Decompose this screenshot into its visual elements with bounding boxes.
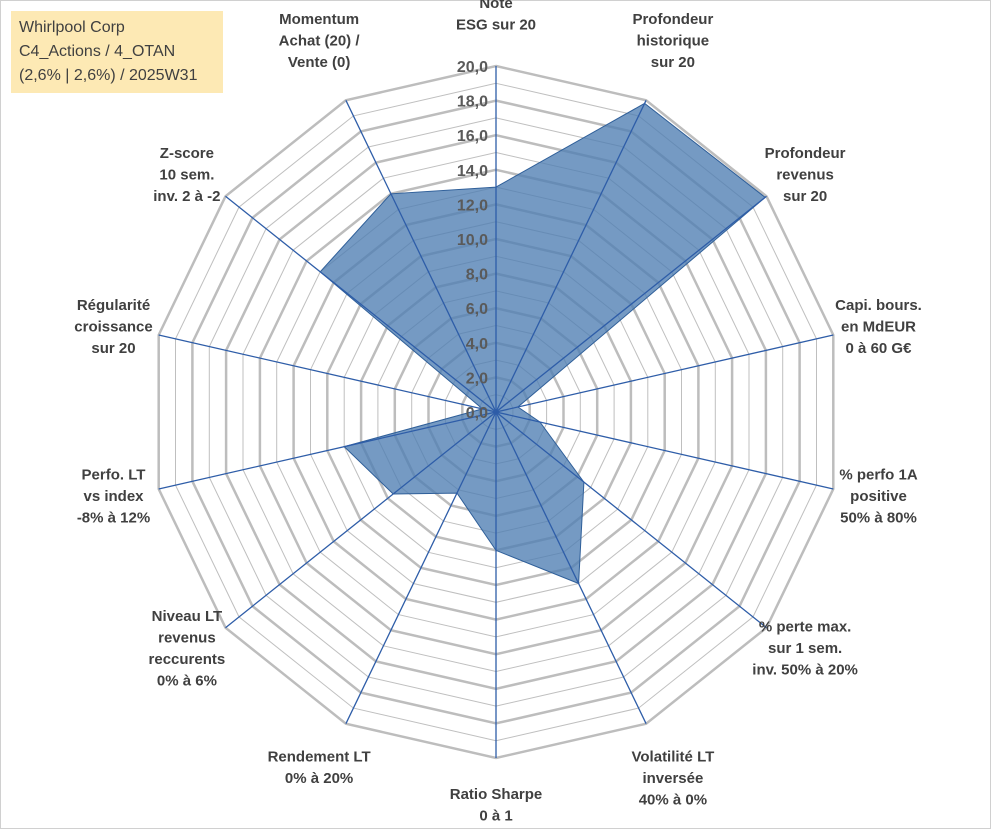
category-label-line: Capi. bours. bbox=[835, 297, 922, 314]
category-label-line: Achat (20) / bbox=[279, 33, 361, 50]
category-label: Note ESG sur 20 bbox=[456, 0, 536, 34]
data-area bbox=[319, 102, 766, 585]
category-label: Capi. bours. en MdEUR 0 à 60 G€ bbox=[835, 297, 922, 357]
category-label: Ratio Sharpe 0 à 1 bbox=[450, 786, 543, 825]
category-label-line: inv. 50% à 20% bbox=[752, 662, 858, 679]
category-label-line: croissance bbox=[74, 319, 152, 336]
category-label-line: revenus bbox=[158, 629, 216, 646]
category-label-line: Volatilité LT bbox=[632, 748, 715, 765]
company-name: Whirlpool Corp bbox=[19, 19, 125, 36]
radar-spokes bbox=[158, 66, 834, 758]
category-label-line: Profondeur bbox=[632, 11, 713, 28]
category-label: Momentum Achat (20) / Vente (0) bbox=[279, 11, 361, 71]
category-label: Niveau LT revenus reccurents 0% à 6% bbox=[149, 608, 226, 690]
category-label-line: 0% à 20% bbox=[285, 770, 353, 787]
radial-tick-label: 20,0 bbox=[457, 59, 488, 76]
data-area-layer bbox=[319, 102, 766, 585]
spoke-line bbox=[495, 334, 834, 413]
category-label-line: ESG sur 20 bbox=[456, 17, 536, 34]
category-label-line: % perte max. bbox=[759, 619, 852, 636]
category-label-line: -8% à 12% bbox=[77, 509, 150, 526]
category-label-line: 0 à 1 bbox=[479, 808, 512, 825]
radial-tick-label: 18,0 bbox=[457, 94, 488, 111]
category-label: Rendement LT 0% à 20% bbox=[268, 748, 371, 787]
category-label-line: 0% à 6% bbox=[157, 672, 217, 689]
portfolio-label: C4_Actions / 4_OTAN bbox=[19, 43, 176, 60]
category-label-line: Niveau LT bbox=[152, 608, 223, 625]
radial-tick-label: 16,0 bbox=[457, 128, 488, 145]
spoke-line bbox=[158, 411, 497, 490]
category-label-line: sur 1 sem. bbox=[768, 640, 842, 657]
category-label: Profondeur historique sur 20 bbox=[632, 11, 713, 71]
category-label-line: Rendement LT bbox=[268, 748, 371, 765]
spoke-line bbox=[345, 100, 497, 413]
category-label-line: sur 20 bbox=[783, 188, 827, 205]
radial-tick-label: 2,0 bbox=[466, 370, 488, 387]
category-label: % perte max. sur 1 sem. inv. 50% à 20% bbox=[752, 619, 858, 679]
info-box: Whirlpool Corp C4_Actions / 4_OTAN (2,6%… bbox=[11, 11, 223, 93]
category-label-line: 50% à 80% bbox=[840, 509, 917, 526]
category-label-line: sur 20 bbox=[91, 340, 135, 357]
radial-tick-label: 14,0 bbox=[457, 163, 488, 180]
radial-tick-label: 12,0 bbox=[457, 197, 488, 214]
category-label-line: Ratio Sharpe bbox=[450, 786, 543, 803]
category-label-line: vs index bbox=[83, 488, 144, 505]
category-label: Perfo. LT vs index -8% à 12% bbox=[77, 466, 150, 526]
category-label-line: 0 à 60 G€ bbox=[846, 340, 913, 357]
radial-tick-label: 10,0 bbox=[457, 232, 488, 249]
category-label-line: sur 20 bbox=[651, 54, 695, 71]
radial-tick-label: 6,0 bbox=[466, 301, 488, 318]
category-label-line: positive bbox=[850, 488, 907, 505]
category-label: Z-score 10 sem. inv. 2 à -2 bbox=[153, 145, 220, 205]
category-label: Profondeur revenus sur 20 bbox=[765, 145, 846, 205]
category-label: Volatilité LT inversée 40% à 0% bbox=[632, 748, 715, 808]
radial-tick-label: 4,0 bbox=[466, 336, 488, 353]
spoke-line bbox=[495, 411, 767, 629]
radial-tick-labels: 0,0 2,0 4,0 6,0 8,0 10,0 12,0 14,0 16,0 18,0 20,0 bbox=[457, 59, 488, 422]
category-label-line: Perfo. LT bbox=[82, 466, 146, 483]
category-label-line: 10 sem. bbox=[159, 166, 214, 183]
radial-tick-label: 8,0 bbox=[466, 267, 488, 284]
category-label-line: Momentum bbox=[279, 11, 359, 28]
spoke-line bbox=[495, 411, 647, 724]
category-label: Régularité croissance sur 20 bbox=[74, 297, 152, 357]
category-label-line: reccurents bbox=[149, 651, 226, 668]
category-label-line: inversée bbox=[642, 770, 703, 787]
category-label-line: Vente (0) bbox=[288, 54, 351, 71]
spoke-line bbox=[495, 411, 834, 490]
category-label-line: 40% à 0% bbox=[639, 791, 707, 808]
spoke-line bbox=[225, 195, 497, 413]
category-label-line: en MdEUR bbox=[841, 319, 916, 336]
spoke-line bbox=[345, 411, 497, 724]
category-labels: Note ESG sur 20 Profondeur historique sur 20… bbox=[74, 0, 922, 825]
category-label-line: Profondeur bbox=[765, 145, 846, 162]
category-label-line: revenus bbox=[776, 166, 834, 183]
spoke-line bbox=[225, 411, 497, 629]
category-label-line: Régularité bbox=[77, 297, 150, 314]
spoke-line bbox=[495, 195, 767, 413]
weight-week-label: (2,6% | 2,6%) / 2025W31 bbox=[19, 67, 198, 84]
spoke-line bbox=[158, 334, 497, 413]
radial-tick-label: 0,0 bbox=[466, 405, 488, 422]
category-label-line: Note bbox=[479, 0, 512, 12]
spoke-line bbox=[495, 100, 647, 413]
category-label: % perfo 1A positive 50% à 80% bbox=[839, 466, 918, 526]
category-label-line: historique bbox=[637, 33, 710, 50]
category-label-line: Z-score bbox=[160, 145, 214, 162]
category-label-line: % perfo 1A bbox=[839, 466, 918, 483]
category-label-line: inv. 2 à -2 bbox=[153, 188, 220, 205]
